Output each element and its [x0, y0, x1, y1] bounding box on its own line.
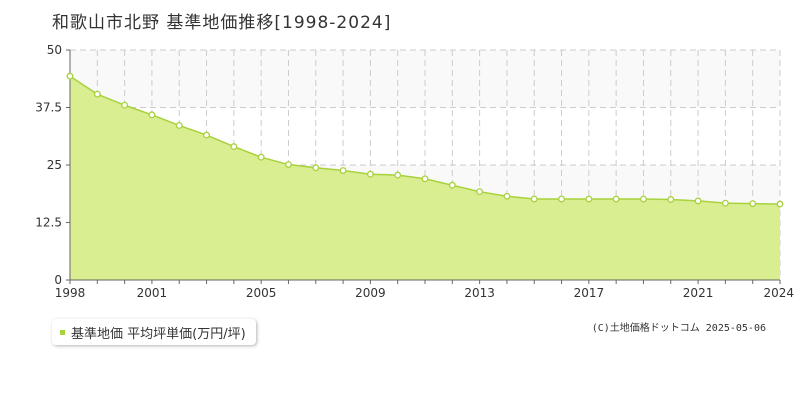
data-points [66, 72, 784, 208]
data-point [476, 188, 484, 196]
data-point [530, 195, 538, 203]
data-point [694, 197, 702, 205]
data-point [366, 170, 374, 178]
x-tick-label: 2013 [464, 286, 495, 300]
y-tick-label: 25 [47, 158, 62, 172]
data-point [421, 175, 429, 183]
data-point [312, 164, 320, 172]
y-tick-label: 12.5 [35, 216, 62, 230]
data-point [558, 195, 565, 203]
upper-band [70, 50, 780, 108]
data-point [640, 195, 647, 203]
data-point [121, 101, 129, 109]
data-point [339, 167, 347, 174]
data-point [257, 153, 265, 161]
x-tick-label: 2017 [574, 286, 605, 300]
data-point [612, 195, 620, 203]
x-tick-label: 2021 [683, 286, 714, 300]
data-point [93, 90, 101, 98]
y-tick-label: 37.5 [35, 101, 62, 115]
data-point [721, 199, 729, 207]
data-point [148, 111, 156, 119]
x-tick-label: 2009 [355, 286, 386, 300]
data-point [585, 195, 593, 203]
y-tick-label: 0 [54, 273, 62, 287]
data-point [66, 72, 74, 80]
data-point [285, 161, 292, 168]
data-point [230, 143, 238, 151]
data-area [70, 76, 780, 280]
data-point [776, 200, 784, 208]
x-tick-label: 2024 [763, 286, 794, 300]
legend: 基準地価 平均坪単価(万円/坪) [52, 319, 256, 345]
data-point [448, 181, 456, 189]
legend-label: 基準地価 平均坪単価(万円/坪) [71, 326, 246, 342]
data-point [394, 171, 402, 179]
x-tick-label: 1998 [55, 286, 86, 300]
y-tick-label: 50 [47, 43, 62, 57]
legend-swatch [60, 329, 65, 335]
credit-text: (C)土地価格ドットコム 2025-05-06 [591, 323, 766, 334]
x-tick-label: 2005 [246, 286, 277, 300]
data-point [503, 192, 511, 200]
data-point [175, 121, 183, 129]
x-tick-labels: 1998 2001 2005 2009 2013 2017 2021 2024 [55, 286, 794, 300]
data-point [749, 200, 757, 208]
x-tick-label: 2001 [137, 286, 168, 300]
axes [66, 49, 781, 284]
data-point [667, 196, 675, 203]
chart-title: 和歌山市北野 基準地価推移[1998-2024] [52, 13, 392, 33]
data-point [203, 131, 210, 139]
y-tick-labels: 0 12.5 25 37.5 50 [35, 43, 62, 287]
